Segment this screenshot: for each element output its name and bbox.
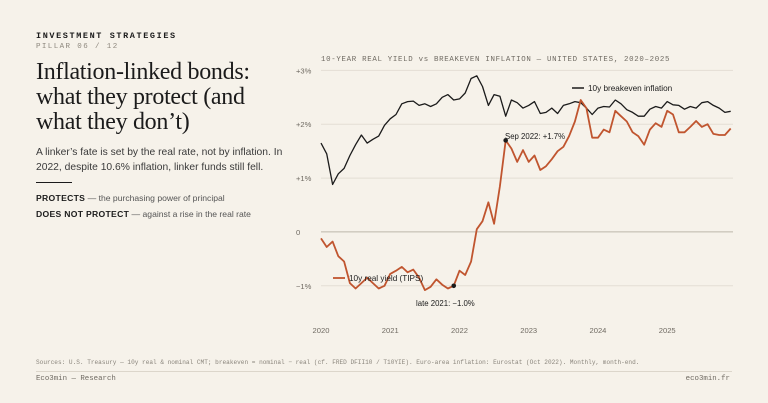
x-tick-label: 2025: [659, 326, 676, 335]
lede-text: A linker’s fate is set by the real rate,…: [36, 147, 283, 173]
x-tick-label: 2020: [313, 326, 330, 335]
definition-protects: PROTECTS — the purchasing power of princ…: [36, 193, 225, 203]
real-yield-line: [320, 99, 732, 292]
definition-does-not-protect: DOES NOT PROTECT — against a rise in the…: [36, 209, 251, 219]
annotation-marker: [451, 283, 457, 289]
footer-divider: [36, 371, 732, 372]
brand-label: Eco3min — Research: [36, 375, 116, 383]
y-tick-label: +1%: [296, 174, 312, 183]
page-title: Inflation-linked bonds: what they protec…: [36, 59, 250, 135]
y-tick-label: +2%: [296, 120, 312, 129]
divider-rule: [36, 182, 72, 183]
definition-term: DOES NOT PROTECT: [36, 209, 130, 219]
y-tick-label: 0: [296, 228, 300, 237]
x-tick-label: 2022: [451, 326, 468, 335]
annotation-label: Sep 2022: +1.7%: [505, 132, 565, 141]
section-eyebrow: INVESTMENT STRATEGIES: [36, 31, 177, 41]
legend-label-real-yield: 10y real yield (TIPS): [349, 274, 423, 283]
definition-text: — the purchasing power of principal: [87, 193, 225, 203]
definition-text: — against a rise in the real rate: [131, 209, 251, 219]
x-tick-label: 2023: [520, 326, 537, 335]
definition-term: PROTECTS: [36, 193, 86, 203]
y-tick-label: −1%: [296, 282, 312, 291]
source-note: Sources: U.S. Treasury — 10y real & nomi…: [36, 359, 640, 366]
x-tick-label: 2021: [382, 326, 399, 335]
site-link[interactable]: eco3min.fr: [685, 375, 730, 383]
annotation-marker: [503, 138, 508, 143]
breakeven-line: [320, 75, 731, 186]
chart-title: 10-YEAR REAL YIELD vs BREAKEVEN INFLATIO…: [321, 56, 671, 64]
y-tick-label: +3%: [296, 66, 312, 75]
legend-label-breakeven: 10y breakeven inflation: [588, 84, 673, 93]
x-tick-label: 2024: [590, 326, 607, 335]
annotation-label: late 2021: −1.0%: [416, 299, 475, 308]
pillar-counter: PILLAR 06 / 12: [36, 43, 119, 51]
